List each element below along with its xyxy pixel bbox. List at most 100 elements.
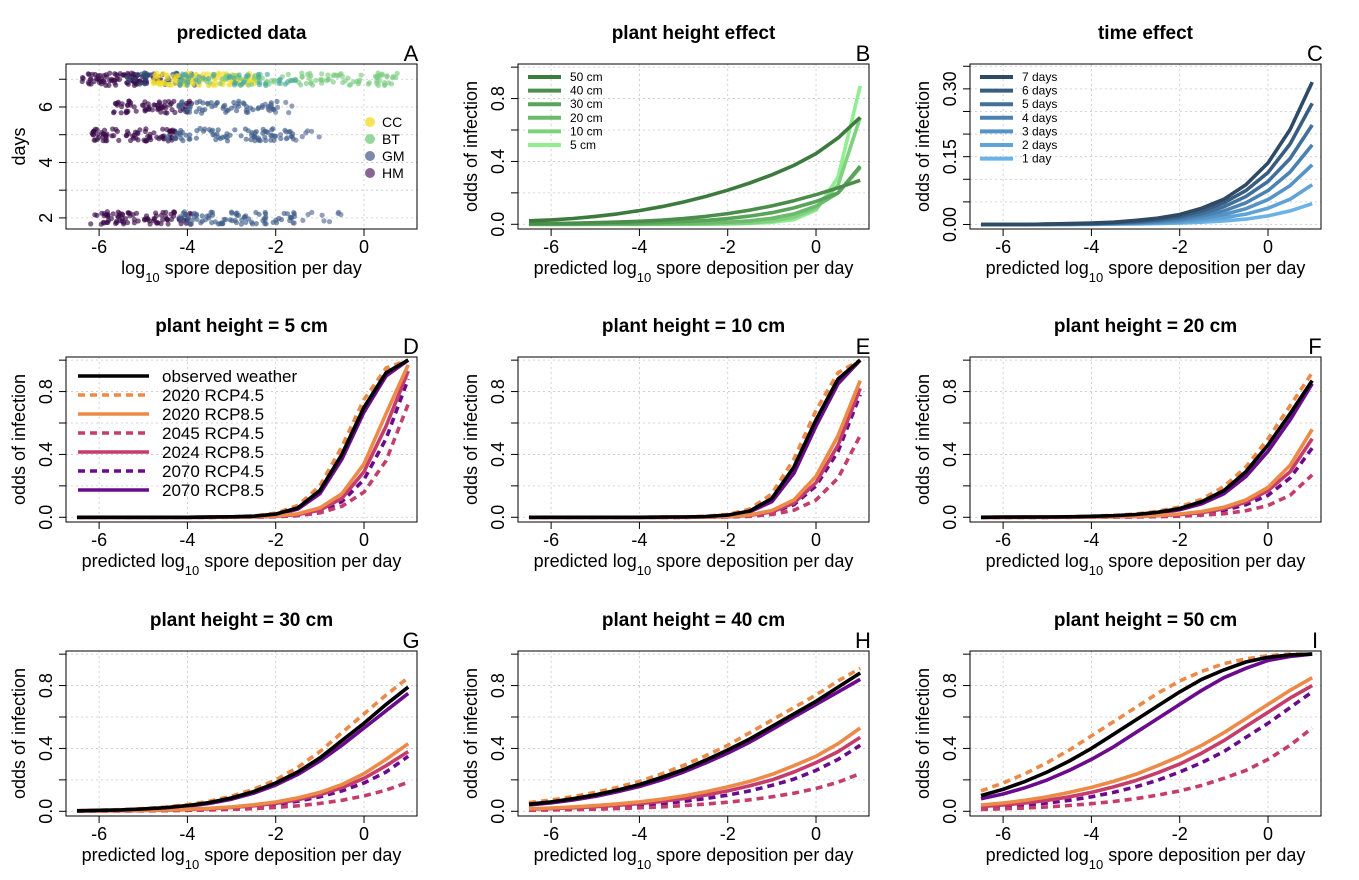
x-axis-label-subscript: 10 bbox=[1089, 857, 1103, 872]
data-point bbox=[145, 72, 151, 78]
data-point bbox=[174, 132, 180, 138]
legend-label: observed weather bbox=[162, 367, 297, 386]
data-point bbox=[205, 101, 211, 107]
data-point bbox=[88, 76, 94, 82]
y-tick-label: 6 bbox=[36, 102, 56, 112]
x-tick-label: -4 bbox=[1083, 824, 1099, 844]
x-axis-label-rest: spore deposition per day bbox=[1103, 845, 1305, 865]
data-point bbox=[365, 81, 371, 87]
data-point bbox=[142, 81, 148, 87]
x-axis-label-main: predicted log bbox=[82, 551, 185, 571]
data-point bbox=[132, 129, 139, 135]
data-point bbox=[293, 137, 299, 143]
data-point bbox=[130, 212, 136, 218]
data-point bbox=[198, 220, 204, 226]
series-line bbox=[528, 178, 861, 226]
data-point bbox=[173, 73, 180, 79]
data-point bbox=[319, 212, 325, 218]
y-tick-label: 0.0 bbox=[488, 799, 508, 824]
series-line bbox=[77, 780, 409, 813]
data-point bbox=[240, 100, 246, 106]
data-point bbox=[300, 217, 306, 223]
data-point bbox=[105, 214, 111, 220]
data-point bbox=[319, 71, 325, 77]
data-point bbox=[238, 133, 244, 139]
data-point bbox=[178, 217, 184, 224]
series-lines bbox=[981, 81, 1314, 227]
data-point bbox=[101, 131, 107, 137]
series-lines bbox=[77, 358, 410, 520]
panel-title: plant height = 20 cm bbox=[1054, 316, 1237, 337]
data-point bbox=[187, 210, 193, 216]
y-tick-label: 0.0 bbox=[488, 505, 508, 530]
data-point bbox=[215, 127, 221, 133]
data-point bbox=[183, 132, 189, 138]
data-point bbox=[212, 219, 218, 225]
data-point bbox=[150, 78, 156, 84]
gridlines bbox=[518, 651, 869, 816]
data-point bbox=[275, 104, 281, 110]
x-tick-label: -4 bbox=[179, 824, 195, 844]
data-point bbox=[390, 73, 396, 80]
data-point bbox=[106, 82, 112, 88]
data-point bbox=[263, 221, 269, 227]
x-tick-label: -6 bbox=[995, 237, 1011, 257]
data-point bbox=[285, 79, 291, 85]
data-point bbox=[107, 70, 113, 76]
x-axis-label-main: predicted log bbox=[986, 845, 1089, 865]
data-point bbox=[246, 82, 252, 88]
x-axis-label-main: predicted log bbox=[986, 258, 1089, 278]
series-line bbox=[528, 671, 862, 806]
data-point bbox=[232, 217, 238, 224]
data-point bbox=[236, 98, 242, 104]
data-point bbox=[289, 103, 295, 109]
series-line bbox=[980, 371, 1314, 520]
series-line bbox=[76, 685, 410, 813]
data-point bbox=[165, 221, 171, 227]
data-point bbox=[202, 217, 208, 223]
legend-label: 2045 RCP4.5 bbox=[162, 424, 264, 443]
y-tick-label: 0.0 bbox=[36, 799, 56, 824]
series-line bbox=[981, 428, 1314, 520]
x-tick-label: 0 bbox=[359, 824, 369, 844]
panel-title: plant height = 50 cm bbox=[1054, 610, 1237, 631]
series-line bbox=[528, 771, 861, 813]
x-axis-label: log10 spore deposition per day bbox=[121, 258, 362, 285]
legend-label: 4 days bbox=[1022, 111, 1057, 125]
panel-letter: E bbox=[856, 334, 871, 359]
series-lines bbox=[980, 652, 1314, 812]
series-line bbox=[980, 379, 1314, 520]
plot-frame bbox=[969, 63, 1322, 230]
series-lines bbox=[980, 371, 1314, 520]
data-point bbox=[234, 108, 240, 114]
data-point bbox=[309, 128, 315, 134]
data-point bbox=[226, 74, 232, 81]
data-point bbox=[303, 130, 309, 136]
data-point bbox=[118, 110, 124, 116]
data-point bbox=[131, 104, 137, 110]
data-point bbox=[193, 109, 199, 115]
series-line bbox=[529, 358, 862, 520]
data-point bbox=[196, 74, 202, 80]
data-point bbox=[210, 212, 216, 218]
data-point bbox=[167, 102, 173, 108]
data-point bbox=[165, 217, 171, 223]
x-axis-label-subscript: 10 bbox=[637, 857, 651, 872]
series-lines bbox=[529, 358, 862, 520]
panel-letter: D bbox=[403, 334, 419, 359]
data-point bbox=[245, 128, 251, 134]
data-point bbox=[151, 130, 157, 136]
x-tick-label: -2 bbox=[720, 824, 736, 844]
data-point bbox=[276, 77, 282, 84]
data-point bbox=[157, 73, 163, 79]
data-point bbox=[162, 110, 168, 116]
x-tick-label: -2 bbox=[268, 824, 284, 844]
panel-letter: C bbox=[1307, 41, 1323, 66]
series-line bbox=[980, 684, 1314, 809]
data-point bbox=[252, 138, 258, 144]
data-point bbox=[94, 212, 100, 218]
